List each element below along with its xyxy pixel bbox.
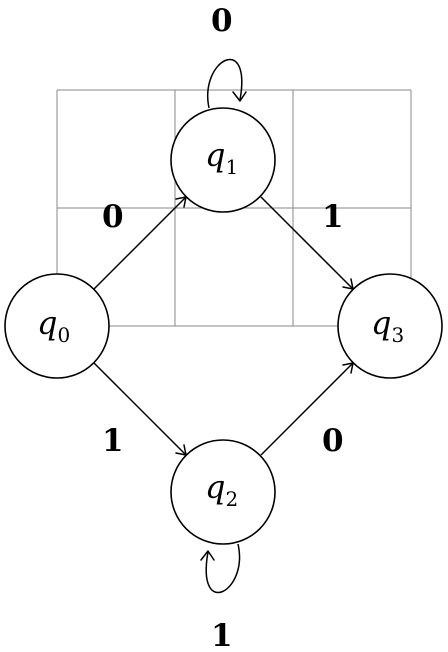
- edge-label-q1-q3: 1: [322, 199, 344, 235]
- state-circle: [337, 273, 443, 379]
- state-q2: q2: [170, 439, 276, 545]
- state-q0: q0: [4, 273, 110, 379]
- state-circle: [4, 273, 110, 379]
- state-label: q1: [205, 136, 238, 179]
- self-loop-q1: [207, 58, 247, 109]
- state-circle: [170, 107, 276, 213]
- state-label: q3: [371, 304, 404, 347]
- edge-label-q2-q3: 0: [322, 423, 344, 459]
- state-label: q0: [37, 304, 70, 347]
- edge-label-q0-q1: 0: [102, 199, 124, 235]
- edge-label-q2-loop: 1: [211, 618, 233, 652]
- state-label: q2: [205, 468, 238, 511]
- state-q3: q3: [337, 273, 443, 379]
- edge-label-q1-loop: 0: [211, 3, 233, 39]
- state-q1: q1: [170, 107, 276, 213]
- state-circle: [170, 439, 276, 545]
- edge-label-q0-q2: 1: [102, 423, 124, 459]
- self-loop-q2: [200, 543, 241, 594]
